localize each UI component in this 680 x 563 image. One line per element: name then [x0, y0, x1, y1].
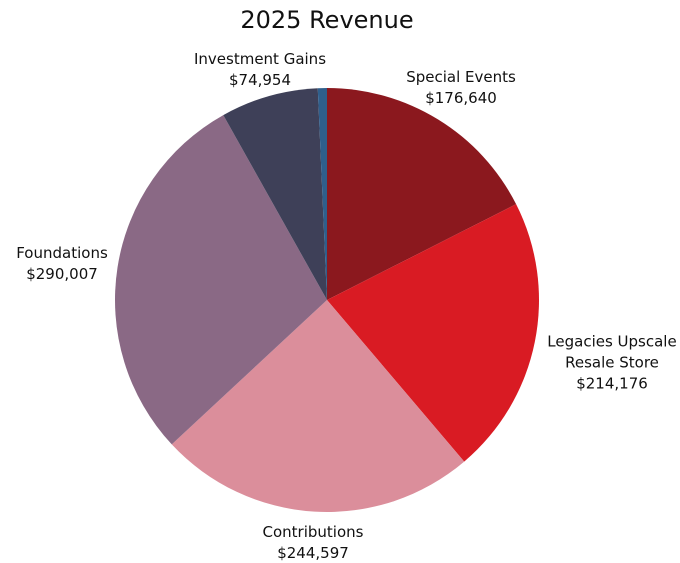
slice-label: Foundations $290,007: [2, 243, 122, 285]
value-label: $214,176: [576, 374, 648, 393]
value-label: $176,640: [425, 89, 497, 107]
pie-slice: [171, 300, 465, 512]
pie-slice: [317, 88, 327, 300]
value-label: $290,007: [26, 265, 98, 283]
pie-slice: [327, 88, 517, 300]
category-label: Legacies Upscale Resale Store: [547, 332, 677, 372]
value-label: $244,597: [277, 544, 349, 562]
slice-label: Contributions $244,597: [243, 522, 383, 563]
category-label: Special Events: [406, 68, 516, 86]
chart-title: 2025 Revenue: [240, 6, 414, 34]
slice-label: Special Events $176,640: [391, 67, 531, 109]
slice-label: Legacies Upscale Resale Store $214,176: [537, 332, 680, 395]
category-label: Contributions: [262, 523, 364, 541]
category-label: Investment Gains: [193, 50, 327, 68]
pie-slice: [223, 88, 327, 300]
pie-slice: [114, 115, 327, 445]
category-label: Foundations: [16, 244, 108, 262]
pie-slice: [327, 204, 539, 462]
slice-label: Investment Gains $74,954: [185, 49, 335, 91]
value-label: $74,954: [228, 71, 292, 89]
